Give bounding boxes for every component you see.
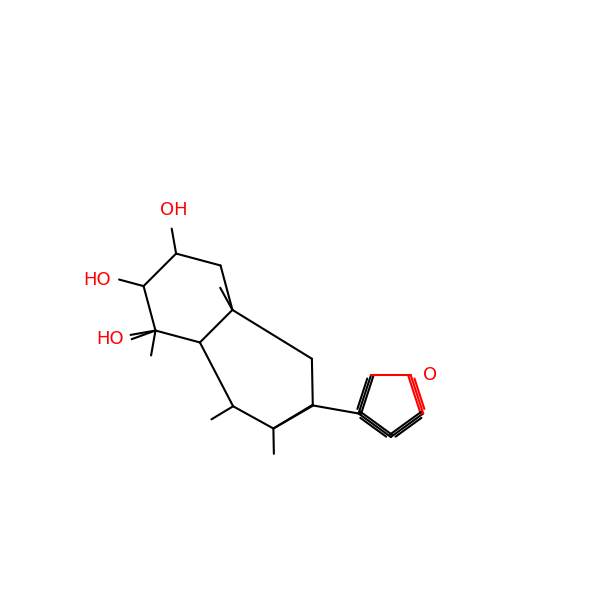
- Text: O: O: [423, 367, 437, 385]
- Text: HO: HO: [96, 330, 124, 348]
- Text: OH: OH: [160, 200, 188, 218]
- Text: HO: HO: [83, 271, 111, 289]
